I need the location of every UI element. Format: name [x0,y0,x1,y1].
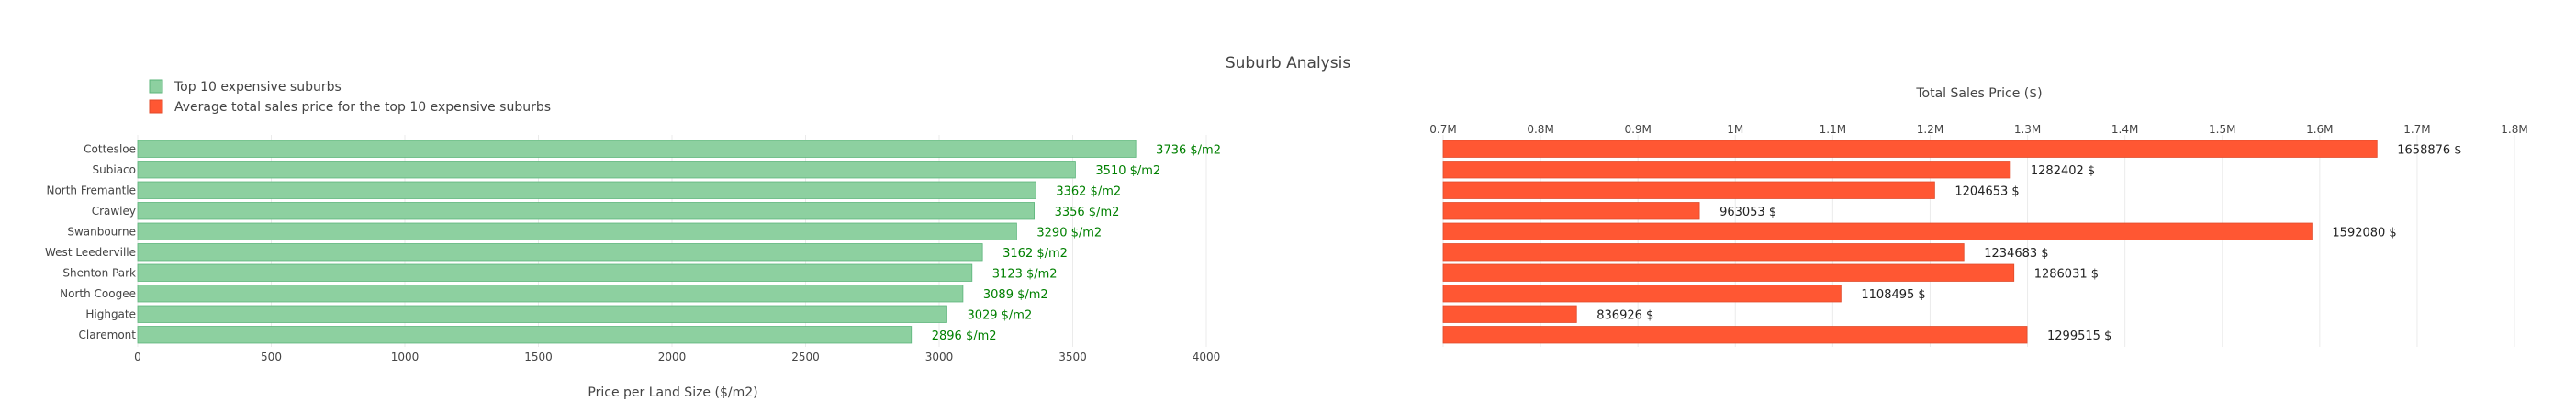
bar[interactable] [1442,305,1577,323]
x-tick-label: 2000 [658,351,687,363]
data-label: 1299515 $ [2047,329,2111,343]
bar[interactable] [137,222,1017,240]
category-label: Cottesloe [84,142,136,155]
x-tick-label: 3500 [1058,351,1087,363]
left-x-ticks: 0 500 1000 1500 2000 2500 3000 3500 4000 [134,351,1220,363]
category-label: Claremont [79,329,137,341]
data-label: 3736 $/m2 [1156,143,1221,157]
x-tick-label: 2500 [791,351,820,363]
x-tick-label: 3000 [925,351,954,363]
legend: Top 10 expensive suburbs Average total s… [149,79,551,115]
bar[interactable] [137,285,964,303]
x-tick-label: 1000 [391,351,420,363]
data-label: 3089 $/m2 [983,288,1048,302]
data-label: 3510 $/m2 [1095,164,1160,178]
x-tick-label: 1M [1727,123,1743,136]
right-x-axis-title: Total Sales Price ($) [1915,86,2042,101]
category-label: Subiaco [93,163,136,176]
bar[interactable] [137,202,1035,220]
data-label: 1658876 $ [2397,143,2461,157]
data-label: 963053 $ [1719,206,1776,219]
data-label: 3356 $/m2 [1055,206,1120,219]
category-label: West Leederville [45,246,136,259]
bar[interactable] [1442,243,1965,262]
x-tick-label: 1.2M [1917,123,1943,136]
bar[interactable] [1442,181,1935,199]
bar[interactable] [1442,326,2028,344]
bar[interactable] [1442,263,2015,282]
data-label: 3290 $/m2 [1036,226,1102,240]
bar[interactable] [137,326,913,344]
data-label: 836926 $ [1596,308,1653,322]
chart-title: Suburb Analysis [1226,54,1351,73]
x-tick-label: 1.8M [2501,123,2527,136]
data-label: 2896 $/m2 [932,329,997,343]
category-labels: Cottesloe Subiaco North Fremantle Crawley Sw… [45,142,136,341]
bar[interactable] [137,243,983,262]
x-tick-label: 1500 [524,351,553,363]
left-bars [137,140,1137,344]
x-tick-label: 1.4M [2111,123,2138,136]
category-label: Highgate [85,307,136,320]
data-label: 3162 $/m2 [1002,247,1068,261]
bar[interactable] [137,161,1076,179]
bar[interactable] [137,181,1036,199]
legend-item-top10[interactable]: Top 10 expensive suburbs [149,79,342,95]
data-label: 3029 $/m2 [967,308,1032,322]
bar[interactable] [137,305,947,323]
category-label: North Fremantle [46,184,136,196]
legend-swatch-top10 [149,79,163,94]
category-label: Crawley [92,205,136,218]
data-label: 1108495 $ [1861,288,1925,302]
x-tick-label: 0.8M [1527,123,1553,136]
legend-label-avg-sales: Average total sales price for the top 10… [174,100,551,115]
x-tick-label: 0 [134,351,141,363]
bar[interactable] [1442,285,1842,303]
bar[interactable] [1442,161,2011,179]
x-tick-label: 0.9M [1624,123,1651,136]
x-tick-label: 0.7M [1429,123,1456,136]
left-x-axis-title: Price per Land Size ($/m2) [588,385,757,400]
x-tick-label: 1.1M [1820,123,1846,136]
bar[interactable] [137,140,1137,158]
data-label: 1282402 $ [2031,164,2095,178]
data-label: 1592080 $ [2332,226,2396,240]
data-label: 3123 $/m2 [992,267,1058,281]
right-x-ticks: 0.7M 0.8M 0.9M 1M 1.1M 1.2M 1.3M 1.4M 1.5M 1.6M 1.… [1429,123,2527,136]
bar[interactable] [137,263,973,282]
bar[interactable] [1442,222,2313,240]
left-data-labels: 3736 $/m2 3510 $/m2 3362 $/m2 3356 $/m2 3290… [932,143,1221,343]
bar[interactable] [1442,202,1700,220]
bar[interactable] [1442,140,2378,158]
data-label: 1204653 $ [1954,184,2019,198]
x-tick-label: 1.6M [2306,123,2333,136]
data-label: 3362 $/m2 [1056,184,1121,198]
legend-item-avg-sales[interactable]: Average total sales price for the top 10… [149,99,551,115]
right-bars [1442,140,2378,344]
x-tick-label: 1.7M [2403,123,2430,136]
legend-label-top10: Top 10 expensive suburbs [174,80,342,95]
data-label: 1234683 $ [1984,247,2048,261]
data-label: 1286031 $ [2034,267,2099,281]
legend-swatch-avg-sales [149,99,163,114]
x-tick-label: 1.3M [2014,123,2041,136]
category-label: Swanbourne [67,225,136,238]
x-tick-label: 1.5M [2209,123,2235,136]
x-tick-label: 4000 [1193,351,1221,363]
category-label: Shenton Park [62,266,136,279]
x-tick-label: 500 [261,351,282,363]
category-label: North Coogee [60,287,136,300]
right-data-labels: 1658876 $ 1282402 $ 1204653 $ 963053 $ 15920… [1596,143,2461,343]
